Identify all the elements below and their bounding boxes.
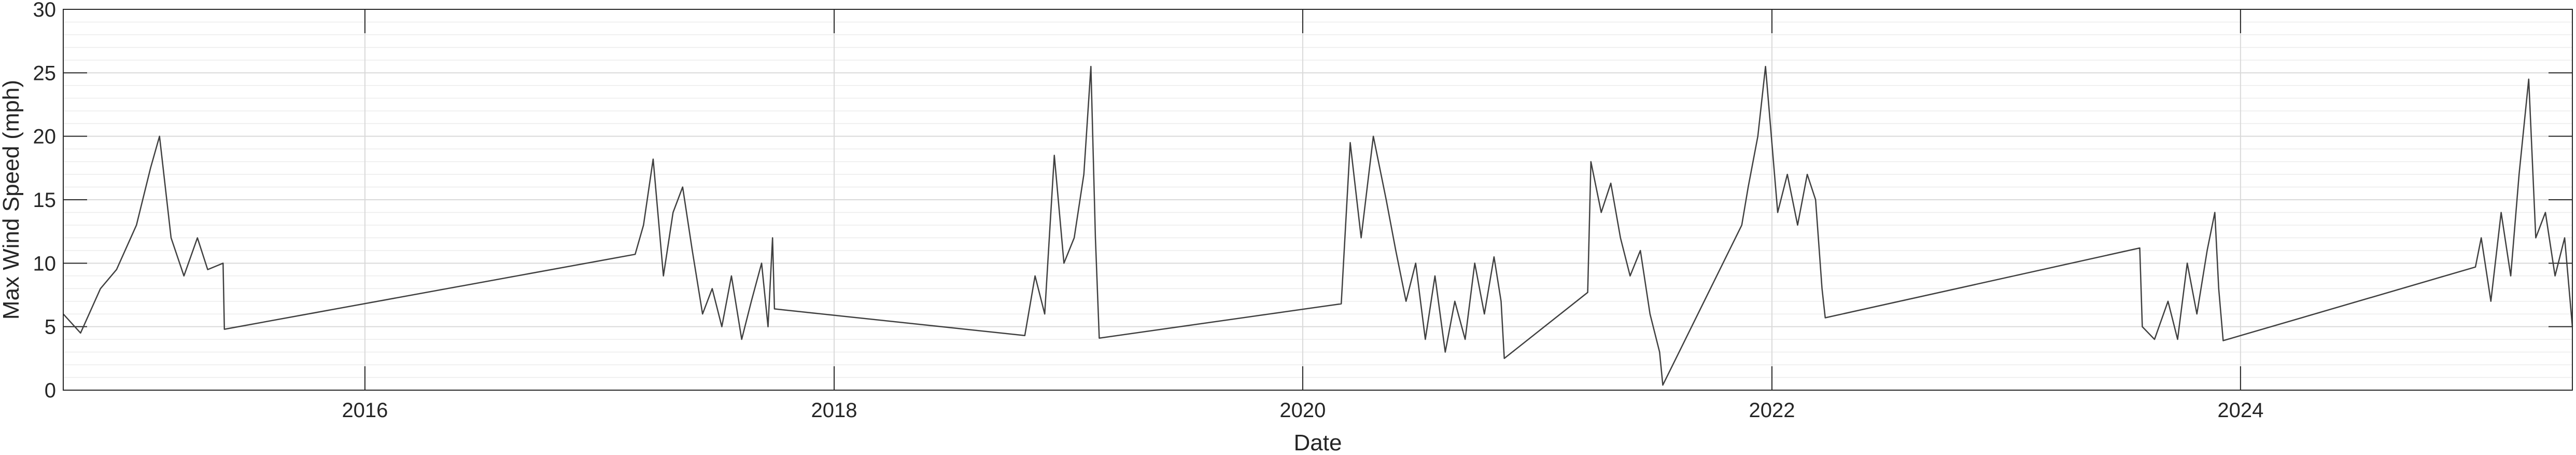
x-tick-label: 2018	[811, 399, 857, 422]
y-tick-label: 0	[45, 379, 56, 402]
y-tick-labels: 0 5 10 15 20 25 30	[33, 0, 57, 402]
y-tick-label: 15	[33, 189, 57, 212]
y-tick-label: 30	[33, 0, 57, 21]
minor-grid	[63, 21, 2572, 378]
x-tick-labels: 2016 2018 2020 2022 2024	[342, 399, 2263, 422]
series-line	[63, 65, 2573, 386]
x-tick-label: 2022	[1749, 399, 1795, 422]
y-axis-label: Max Wind Speed (mph)	[0, 80, 24, 320]
series-group	[63, 65, 2573, 386]
x-tick-label: 2024	[2217, 399, 2263, 422]
x-axis-label: Date	[1294, 430, 1342, 455]
x-tick-label: 2020	[1279, 399, 1326, 422]
x-tick-label: 2016	[342, 399, 388, 422]
y-tick-label: 10	[33, 252, 57, 275]
y-tick-label: 25	[33, 62, 57, 85]
y-tick-label: 5	[45, 316, 56, 339]
y-tick-label: 20	[33, 126, 57, 148]
plot-frame	[63, 9, 2573, 391]
